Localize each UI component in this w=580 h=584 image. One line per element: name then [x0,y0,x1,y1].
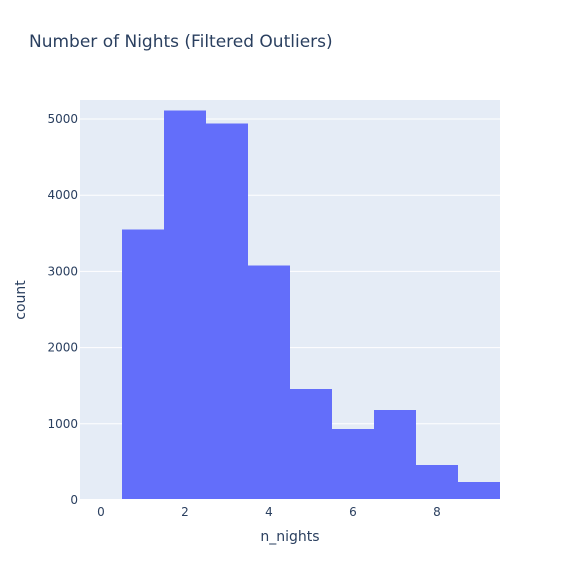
histogram-bar[interactable] [290,388,332,500]
histogram-bar[interactable] [374,410,416,500]
x-tick-label: 8 [433,505,441,519]
x-tick-label: 0 [97,505,105,519]
y-axis-title: count [13,280,29,320]
x-tick-label: 4 [265,505,273,519]
histogram-bar[interactable] [458,482,500,500]
histogram-bar[interactable] [206,123,248,500]
chart-title: Number of Nights (Filtered Outliers) [29,32,333,52]
y-tick-label: 5000 [47,112,78,126]
histogram-bar[interactable] [122,229,164,500]
histogram-bar[interactable] [164,110,206,501]
y-tick-label: 4000 [47,188,78,202]
y-tick-label: 0 [70,493,78,507]
histogram-bar[interactable] [416,464,458,500]
x-tick-label: 6 [349,505,357,519]
y-tick-label: 1000 [47,417,78,431]
histogram-bar[interactable] [248,265,290,500]
histogram-bar[interactable] [332,429,374,500]
x-axis-title: n_nights [260,529,319,545]
x-tick-label: 2 [181,505,189,519]
y-tick-label: 3000 [47,264,78,278]
y-tick-label: 2000 [47,341,78,355]
